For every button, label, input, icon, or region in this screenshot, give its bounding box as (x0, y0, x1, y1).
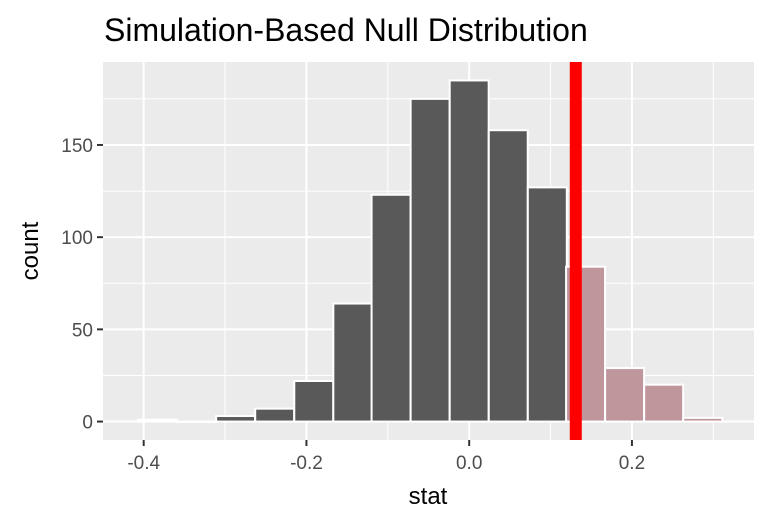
shaded-histogram-bar (682, 416, 724, 423)
histogram-bar (487, 129, 529, 423)
x-tick-label: -0.2 (290, 453, 323, 474)
x-tick-label: 0.2 (619, 453, 645, 474)
y-tick-label: 50 (72, 320, 93, 341)
histogram-bar (176, 420, 218, 424)
shaded-histogram-bar (643, 383, 685, 423)
histogram-bar (370, 193, 412, 423)
y-tick-label: 0 (82, 413, 93, 434)
histogram-bar (332, 302, 374, 423)
histogram-bar (137, 418, 179, 423)
histogram-bar (526, 186, 568, 423)
histogram-bar (448, 79, 490, 423)
shaded-histogram-bar (604, 367, 646, 423)
chart-title: Simulation-Based Null Distribution (104, 12, 588, 48)
y-tick-label: 100 (61, 228, 93, 249)
y-tick-label: 150 (61, 136, 93, 157)
histogram-bar (293, 379, 335, 423)
x-tick-label: -0.4 (127, 453, 160, 474)
histogram-bars (137, 79, 724, 424)
x-axis-title: stat (409, 483, 448, 510)
axes: -0.4 -0.2 0.0 0.2 0 50 100 150 (61, 136, 645, 474)
histogram-bar (409, 97, 451, 423)
histogram-bar (254, 407, 296, 423)
y-axis-title: count (17, 221, 44, 280)
histogram-bar (215, 415, 257, 423)
x-tick-label: 0.0 (456, 453, 482, 474)
